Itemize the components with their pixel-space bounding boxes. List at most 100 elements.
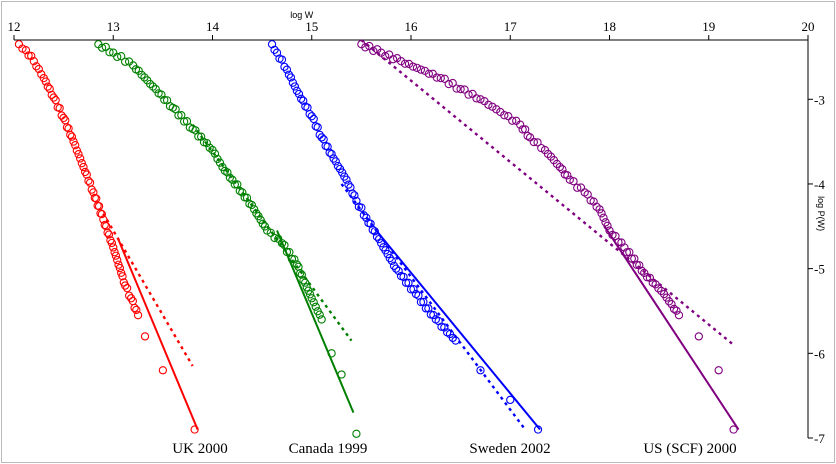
- data-point: [476, 95, 485, 104]
- y-axis-title: log P(W): [816, 196, 826, 231]
- data-point: [565, 175, 574, 184]
- data-point: [62, 123, 72, 132]
- data-point: [250, 205, 259, 214]
- x-tick-label: 17: [504, 19, 518, 34]
- data-point: [103, 228, 112, 237]
- data-point: [416, 65, 426, 74]
- data-point: [622, 248, 632, 257]
- series-label: UK 2000: [172, 441, 227, 457]
- data-point: [113, 255, 122, 265]
- data-point: [674, 311, 684, 320]
- data-point: [595, 205, 604, 214]
- data-point: [385, 253, 394, 263]
- data-point: [121, 57, 130, 66]
- data-point: [448, 78, 457, 88]
- data-point: [409, 285, 418, 294]
- data-point: [71, 141, 80, 150]
- data-point: [277, 55, 287, 64]
- data-point: [61, 116, 70, 125]
- fit-line-solid: [375, 229, 541, 431]
- data-point: [100, 220, 109, 230]
- series-3: [357, 39, 740, 434]
- data-point: [669, 304, 679, 314]
- x-tick-label: 18: [603, 19, 616, 34]
- data-point: [109, 243, 118, 252]
- data-point: [238, 188, 247, 197]
- data-point: [55, 103, 64, 113]
- fit-line-solid: [603, 225, 740, 431]
- data-point: [97, 43, 107, 52]
- data-point: [444, 79, 453, 89]
- data-point: [290, 255, 299, 264]
- data-point: [118, 272, 127, 281]
- x-tick-label: 16: [405, 19, 419, 34]
- data-point: [359, 211, 369, 220]
- data-point: [179, 117, 189, 126]
- data-point: [309, 114, 318, 124]
- data-point: [452, 84, 461, 93]
- data-point: [297, 270, 306, 279]
- data-point: [307, 112, 316, 121]
- data-point: [307, 294, 316, 303]
- data-point: [43, 82, 52, 91]
- data-point: [327, 149, 336, 159]
- series-0: [14, 40, 199, 434]
- data-point: [270, 233, 279, 243]
- data-point: [247, 200, 256, 210]
- data-point: [202, 138, 211, 148]
- data-point: [140, 332, 150, 341]
- data-point: [34, 64, 43, 74]
- data-point: [27, 51, 36, 61]
- data-point: [74, 150, 83, 159]
- data-point: [113, 52, 122, 62]
- data-point: [205, 143, 214, 152]
- data-point: [223, 168, 232, 177]
- data-point: [300, 278, 310, 287]
- data-point: [525, 133, 535, 142]
- x-tick-label: 19: [702, 19, 715, 34]
- data-point: [516, 120, 525, 129]
- x-tick-label: 12: [8, 19, 21, 34]
- data-point: [317, 133, 326, 142]
- data-point: [365, 41, 374, 51]
- series-layer: [14, 39, 740, 438]
- data-point: [104, 230, 114, 239]
- data-point: [282, 65, 292, 74]
- data-point: [45, 84, 54, 93]
- data-point: [97, 209, 107, 219]
- data-point: [460, 85, 469, 94]
- data-point: [406, 285, 416, 294]
- data-point: [664, 297, 674, 306]
- series-label: Canada 1999: [289, 441, 368, 457]
- data-point: [348, 189, 357, 198]
- data-point: [111, 251, 121, 260]
- data-point: [21, 46, 31, 55]
- y-tick-label: -6: [814, 346, 825, 361]
- data-point: [158, 366, 168, 375]
- x-tick-label: 15: [305, 19, 318, 34]
- data-point: [412, 63, 422, 72]
- data-point: [311, 302, 320, 311]
- data-point: [296, 94, 306, 103]
- data-point: [387, 256, 397, 265]
- data-point: [436, 73, 445, 83]
- data-point: [41, 77, 50, 86]
- y-tick-label: -7: [814, 431, 825, 446]
- data-point: [484, 100, 493, 109]
- y-tick-label: -4: [814, 177, 825, 192]
- data-point: [66, 130, 75, 140]
- fit-line-solid: [117, 238, 199, 430]
- data-point: [518, 125, 527, 134]
- data-point: [79, 162, 88, 172]
- data-point: [299, 276, 308, 285]
- data-point: [400, 59, 410, 68]
- series-2: [267, 40, 543, 434]
- data-point: [667, 299, 676, 309]
- data-point: [529, 137, 538, 147]
- x-tick-label: 14: [206, 19, 220, 34]
- data-point: [145, 79, 155, 89]
- data-point: [59, 113, 68, 123]
